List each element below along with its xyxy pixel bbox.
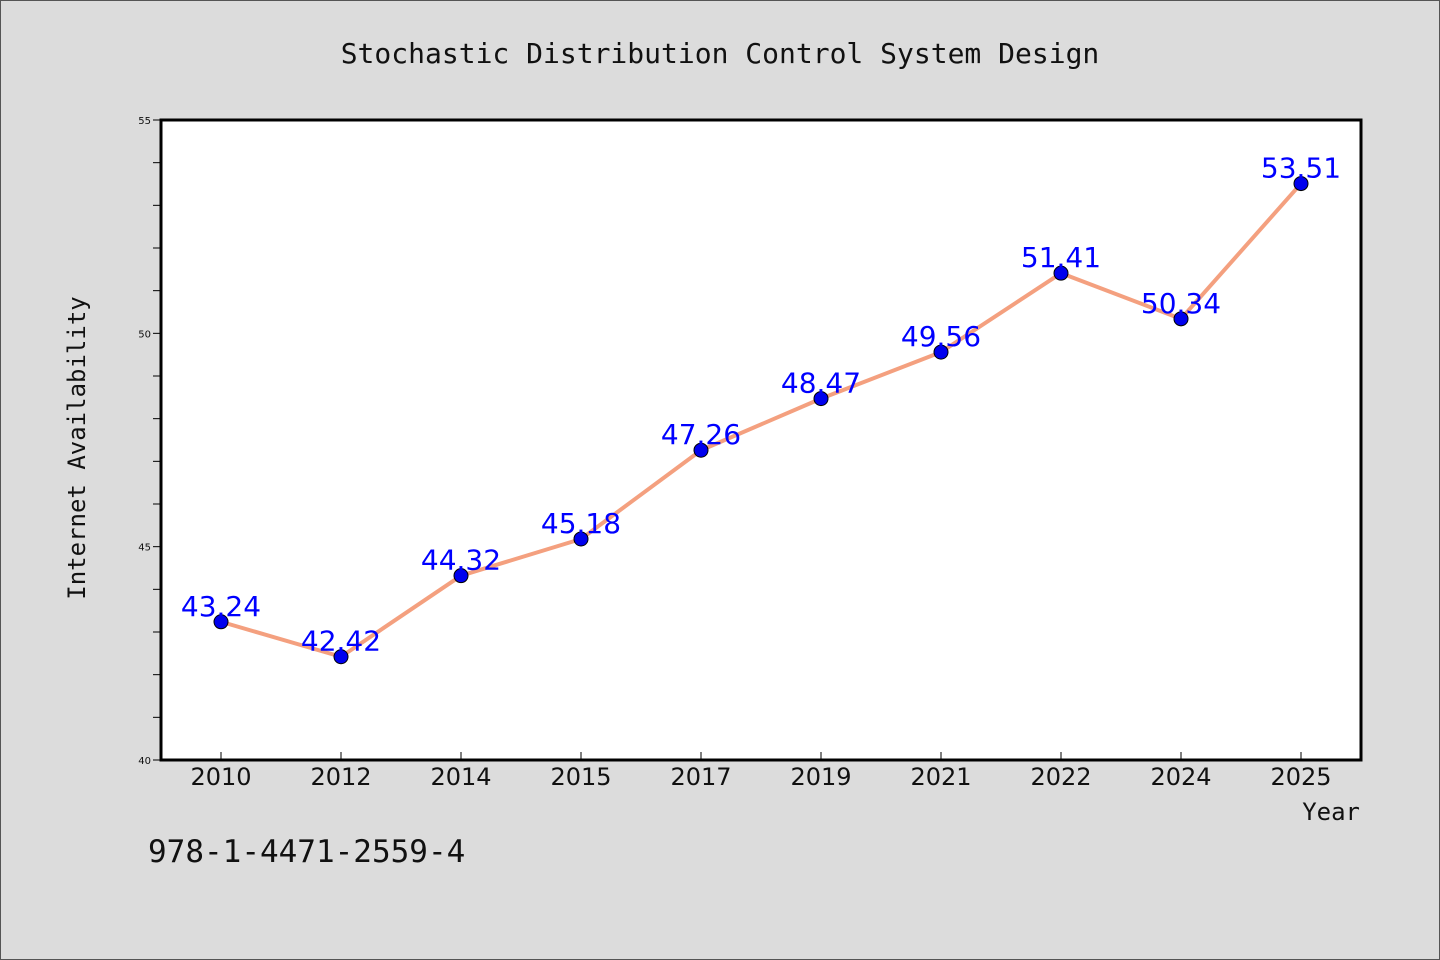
data-markers (213, 176, 1309, 665)
x-tick-label: 2019 (790, 763, 851, 791)
y-tick-label: 45 (138, 543, 151, 554)
data-point (333, 649, 349, 665)
data-point (933, 344, 949, 360)
data-point (813, 391, 829, 407)
footer-code: 978-1-4471-2559-4 (148, 834, 466, 870)
x-tick-label: 2017 (670, 763, 731, 791)
data-label: 43.24 (181, 590, 261, 623)
series-line (220, 182, 1303, 659)
data-point (1173, 311, 1189, 327)
x-tick-label: 2022 (1030, 763, 1091, 791)
data-label: 42.42 (301, 625, 381, 658)
plot-area (159, 118, 1363, 762)
x-tick-label: 2021 (910, 763, 971, 791)
data-point (573, 531, 589, 547)
y-tick-labels: 40 45 50 55 (138, 116, 151, 767)
x-axis-label: Year (1302, 798, 1360, 826)
y-tick-label: 55 (138, 116, 151, 127)
data-point (693, 442, 709, 458)
data-point (1053, 265, 1069, 281)
data-label: 49.56 (901, 320, 981, 353)
x-tick-label: 2025 (1270, 763, 1331, 791)
x-tick-label: 2014 (430, 763, 491, 791)
y-tick-label: 40 (138, 756, 151, 767)
data-label: 44.32 (421, 544, 501, 577)
x-tick-label: 2024 (1150, 763, 1211, 791)
data-labels: 43.24 42.42 44.32 45.18 47.26 48.47 49.5… (181, 152, 1341, 658)
data-label: 45.18 (541, 507, 621, 540)
data-point (213, 614, 229, 630)
data-label: 47.26 (661, 418, 741, 451)
x-tick-labels: 2010 2012 2014 2015 2017 2019 2021 2022 … (190, 763, 1331, 791)
x-tick-label: 2012 (310, 763, 371, 791)
y-tick-label: 50 (138, 329, 151, 340)
data-label: 51.41 (1021, 241, 1101, 274)
data-point (453, 568, 469, 584)
data-label: 50.34 (1141, 287, 1221, 320)
x-tick-label: 2015 (550, 763, 611, 791)
data-label: 48.47 (781, 367, 861, 400)
chart-title: Stochastic Distribution Control System D… (341, 37, 1100, 70)
y-axis-label: Internet Availability (63, 296, 91, 599)
data-label: 53.51 (1261, 152, 1341, 185)
x-tick-label: 2010 (190, 763, 251, 791)
data-point (1293, 176, 1309, 192)
x-ticks (220, 752, 1302, 760)
y-minor-ticks (153, 119, 161, 761)
